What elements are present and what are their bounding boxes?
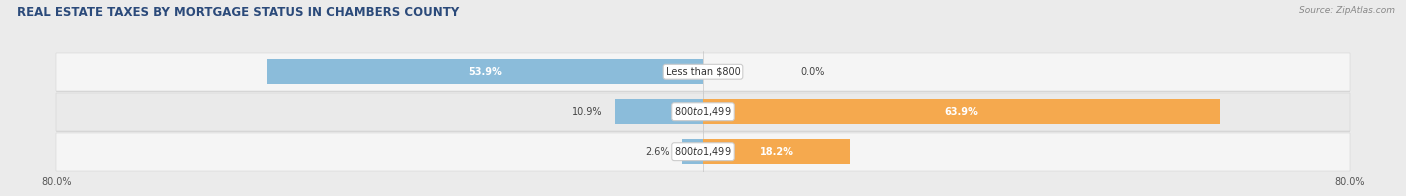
Bar [614, 99, 703, 124]
Text: Source: ZipAtlas.com: Source: ZipAtlas.com [1299, 6, 1395, 15]
Text: 18.2%: 18.2% [759, 147, 793, 157]
Bar [56, 132, 1350, 171]
Text: REAL ESTATE TAXES BY MORTGAGE STATUS IN CHAMBERS COUNTY: REAL ESTATE TAXES BY MORTGAGE STATUS IN … [17, 6, 460, 19]
Bar [682, 139, 703, 164]
Text: $800 to $1,499: $800 to $1,499 [675, 145, 731, 158]
Text: 2.6%: 2.6% [645, 147, 669, 157]
Text: 53.9%: 53.9% [468, 67, 502, 77]
Bar [703, 139, 851, 164]
Bar [56, 93, 1350, 131]
Bar [267, 59, 703, 84]
Text: $800 to $1,499: $800 to $1,499 [675, 105, 731, 118]
Text: 0.0%: 0.0% [800, 67, 824, 77]
Text: Less than $800: Less than $800 [665, 67, 741, 77]
Text: 63.9%: 63.9% [945, 107, 979, 117]
Bar [56, 53, 1350, 91]
Bar [703, 99, 1219, 124]
Text: 10.9%: 10.9% [572, 107, 603, 117]
